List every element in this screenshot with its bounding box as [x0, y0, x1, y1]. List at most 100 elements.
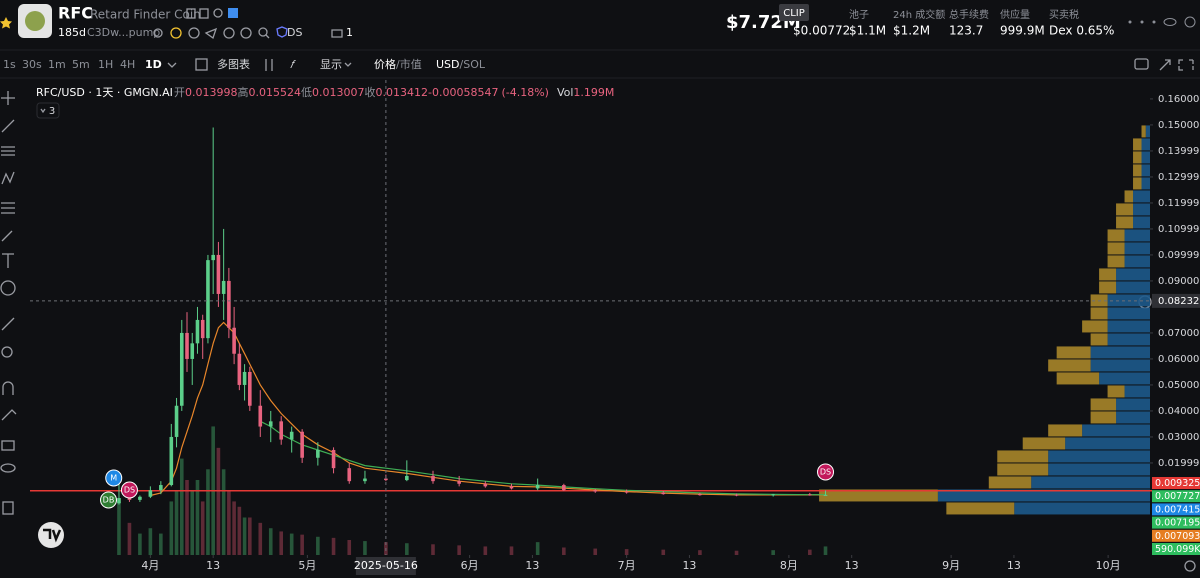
- price-tag: [1152, 503, 1200, 516]
- volume-bar: [242, 517, 247, 555]
- profile-sell: [1090, 333, 1108, 346]
- volume-bar: [169, 501, 174, 555]
- interval-button[interactable]: 1s: [3, 58, 16, 71]
- profile-buy: [1124, 255, 1150, 268]
- interval-button[interactable]: 5m: [72, 58, 90, 71]
- volume-bar: [195, 480, 200, 555]
- y-tick-label: 0.019999: [1158, 458, 1200, 469]
- profile-sell: [1056, 346, 1091, 359]
- interval-button[interactable]: 1H: [98, 58, 113, 71]
- x-tick-label: 13: [845, 559, 859, 572]
- x-tick-label: 10月: [1096, 559, 1121, 572]
- volume-bar: [734, 550, 739, 555]
- event-marker[interactable]: [120, 481, 138, 499]
- display-button[interactable]: 显示: [320, 58, 342, 71]
- volume-bar: [148, 528, 153, 555]
- indicator-count[interactable]: 3: [49, 106, 55, 117]
- event-marker-label[interactable]: M: [110, 474, 117, 483]
- profile-sell: [1124, 190, 1134, 203]
- event-marker-label[interactable]: DB: [103, 496, 115, 505]
- profile-buy: [1133, 203, 1150, 216]
- indicator-toggle[interactable]: [36, 102, 60, 119]
- event-marker-label[interactable]: DS: [124, 486, 135, 495]
- currency-other[interactable]: /SOL: [460, 58, 486, 71]
- multi-chart-button[interactable]: 多图表: [217, 57, 250, 71]
- multi-chart-icon[interactable]: [195, 58, 208, 71]
- interval-button[interactable]: 1D: [145, 58, 162, 71]
- y-tick-label: 0.099999: [1158, 250, 1200, 261]
- event-marker[interactable]: [105, 469, 123, 487]
- interval-button[interactable]: 30s: [22, 58, 42, 71]
- legend-value: 0.013007: [312, 86, 365, 99]
- legend-change: -0.00058547: [428, 86, 498, 99]
- interval-dropdown[interactable]: [167, 62, 177, 68]
- price-mode-active[interactable]: 价格: [374, 57, 396, 71]
- candle-body: [363, 478, 367, 482]
- token-name: Retard Finder Coin: [90, 8, 201, 22]
- candle-body: [237, 353, 242, 385]
- currency-active[interactable]: USD: [436, 58, 460, 71]
- stat-value: Dex 0.65%: [1049, 24, 1114, 38]
- currency-toggle[interactable]: USD/SOL: [436, 58, 486, 71]
- profile-sell: [997, 450, 1049, 463]
- indicator-caret[interactable]: [40, 108, 46, 114]
- legend-vol: 1.199M: [573, 86, 614, 99]
- price-mode-toggle[interactable]: 价格/市值: [374, 57, 422, 71]
- token-address[interactable]: C3Dw...pump: [87, 26, 160, 39]
- event-marker[interactable]: [100, 491, 118, 509]
- legend-label: 高: [238, 85, 249, 99]
- header-icons[interactable]: [186, 8, 238, 19]
- profile-sell: [1099, 281, 1117, 294]
- legend-value: 0.013412: [376, 86, 429, 99]
- profile-sell: [988, 476, 1032, 489]
- token-age: 185d: [58, 26, 86, 39]
- profile-buy: [1116, 281, 1150, 294]
- candle-body: [138, 496, 142, 500]
- candle-body: [232, 327, 236, 354]
- y-tick-label: 0.12999: [1158, 172, 1199, 183]
- event-marker-label[interactable]: DS: [820, 468, 831, 477]
- legend-pair: RFC/USD · 1天 · GMGN.AI: [36, 86, 173, 99]
- volume-bar: [159, 533, 163, 555]
- axis-settings[interactable]: [1184, 560, 1196, 572]
- candle-body: [195, 319, 200, 344]
- profile-sell: [1133, 177, 1142, 190]
- profile-sell: [1022, 437, 1066, 450]
- legend-vol-label: Vol: [557, 86, 573, 99]
- candle-body: [624, 491, 629, 493]
- display-dropdown[interactable]: [344, 62, 352, 67]
- profile-sell: [1107, 229, 1125, 242]
- x-tick-label: 9月: [942, 559, 960, 572]
- candle-body: [185, 332, 189, 359]
- candle-body: [808, 494, 812, 496]
- legend-change-pct: (-4.18%): [501, 86, 549, 99]
- social-icons[interactable]: [153, 26, 343, 40]
- interval-button[interactable]: 1m: [48, 58, 66, 71]
- profile-sell: [1107, 242, 1125, 255]
- drawing-tools[interactable]: [0, 91, 17, 515]
- interval-button[interactable]: 4H: [120, 58, 135, 71]
- candle-body: [169, 436, 174, 486]
- header-actions[interactable]: [1128, 16, 1196, 28]
- candle-type-icon[interactable]: [265, 59, 273, 71]
- token-logo-art: [25, 11, 45, 31]
- volume-bar: [823, 546, 828, 555]
- stat-value: 123.7: [949, 24, 983, 38]
- event-marker[interactable]: [817, 463, 835, 481]
- price-tag: [1152, 490, 1200, 503]
- profile-buy: [1116, 411, 1150, 424]
- volume-bar: [200, 501, 205, 555]
- indicator-icon[interactable]: 𝑓: [290, 58, 296, 71]
- toolbar-right-icons[interactable]: [1134, 58, 1194, 71]
- legend-value: 0.015524: [249, 86, 302, 99]
- profile-buy: [1116, 398, 1150, 411]
- price-mode-other[interactable]: /市值: [396, 57, 422, 71]
- candle-body: [405, 475, 409, 481]
- profile-buy: [1133, 190, 1150, 203]
- volume-bar: [268, 528, 273, 555]
- favorite-star[interactable]: [0, 17, 12, 29]
- price-tag-label: 0.0070938: [1155, 531, 1200, 542]
